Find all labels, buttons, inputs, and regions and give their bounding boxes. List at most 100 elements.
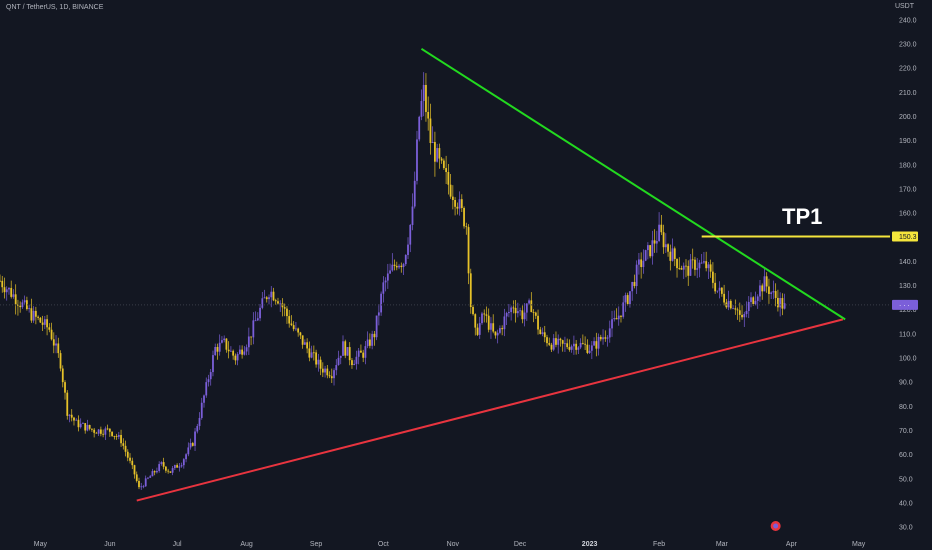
candle-body: [277, 301, 279, 304]
candle-body: [476, 327, 479, 335]
candle-body: [510, 307, 513, 313]
candle-body: [32, 310, 35, 321]
candle-body: [301, 335, 304, 345]
candle-body: [144, 478, 147, 487]
candle-body: [629, 291, 631, 305]
candle-body: [259, 307, 261, 319]
candle-body: [0, 280, 1, 282]
candle-body: [111, 431, 113, 436]
candle-body: [1, 280, 4, 288]
candle-body: [720, 287, 723, 294]
candle-body: [492, 323, 495, 332]
candle-body: [714, 282, 717, 292]
candle-body: [472, 307, 474, 315]
candle-body: [438, 148, 441, 159]
candle-body: [189, 443, 192, 448]
candle-body: [460, 199, 463, 208]
candle-body: [398, 265, 400, 268]
candle-body: [505, 313, 508, 317]
price-tick-label: 200.0: [899, 114, 917, 121]
candle-body: [57, 343, 60, 354]
candle-body: [335, 365, 338, 371]
candle-body: [709, 264, 712, 272]
candle-body: [43, 319, 46, 325]
candle-body: [680, 268, 683, 270]
candle-body: [667, 244, 669, 252]
candle-body: [270, 291, 273, 298]
candle-body: [108, 428, 111, 432]
candle-body: [640, 259, 643, 268]
candle-body: [584, 343, 587, 345]
candle-body: [230, 350, 232, 352]
candle-body: [577, 347, 580, 350]
candle-body: [539, 329, 542, 335]
candle-body: [581, 342, 584, 344]
candle-body: [173, 465, 176, 469]
candle-body: [41, 322, 44, 325]
candle-body: [191, 443, 194, 446]
candle-body: [682, 265, 685, 270]
candle-body: [75, 419, 78, 421]
candle-body: [673, 248, 676, 259]
candle-body: [391, 264, 394, 271]
candle-body: [519, 310, 522, 312]
candle-body: [117, 434, 120, 437]
candle-body: [703, 261, 705, 263]
price-tick-label: 240.0: [899, 17, 917, 24]
time-tick-label: Feb: [653, 541, 665, 548]
price-tick-label: 80.0: [899, 404, 913, 411]
candle-body: [79, 423, 82, 428]
candle-body: [88, 424, 91, 429]
price-tick-label: 40.0: [899, 501, 913, 508]
candle-body: [26, 300, 28, 310]
candle-body: [507, 312, 510, 314]
candle-body: [126, 451, 129, 458]
candle-body: [321, 368, 324, 373]
candle-body: [718, 287, 721, 291]
candle-body: [95, 432, 98, 434]
candle-body: [528, 300, 530, 304]
candle-body: [122, 443, 125, 446]
candle-body: [23, 300, 26, 303]
candle-body: [225, 338, 228, 350]
tp1-label: TP1: [782, 204, 823, 229]
candle-body: [422, 84, 425, 101]
candle-body: [171, 468, 174, 473]
candle-body: [425, 84, 427, 112]
candle-body: [503, 316, 506, 330]
candle-body: [664, 244, 667, 248]
candle-body: [330, 376, 333, 379]
candle-body: [537, 315, 539, 330]
candle-body: [689, 259, 692, 276]
candle-body: [494, 331, 497, 336]
candle-body: [469, 273, 472, 308]
candle-body: [559, 338, 562, 341]
candle-body: [736, 309, 739, 311]
candle-body: [286, 308, 288, 317]
candle-body: [512, 307, 515, 309]
candle-body: [407, 244, 409, 255]
candle-body: [646, 245, 649, 251]
candle-body: [685, 265, 687, 267]
candle-body: [232, 350, 235, 356]
time-tick-label: 2023: [582, 541, 598, 548]
event-icon-inner: [773, 523, 779, 529]
candle-body: [21, 302, 24, 308]
candle-body: [268, 297, 270, 300]
candle-body: [203, 395, 205, 403]
candle-body: [750, 297, 752, 302]
candle-body: [474, 314, 477, 328]
candle-body: [763, 276, 766, 292]
candle-body: [308, 348, 311, 358]
price-tick-label: 130.0: [899, 283, 917, 290]
candle-body: [17, 304, 19, 306]
candle-body: [380, 293, 383, 313]
candle-body: [620, 315, 622, 317]
candle-body: [348, 347, 351, 361]
candle-body: [705, 261, 708, 269]
candle-body: [783, 303, 786, 309]
candle-body: [631, 281, 634, 292]
candle-body: [200, 402, 203, 418]
candle-body: [465, 226, 468, 228]
